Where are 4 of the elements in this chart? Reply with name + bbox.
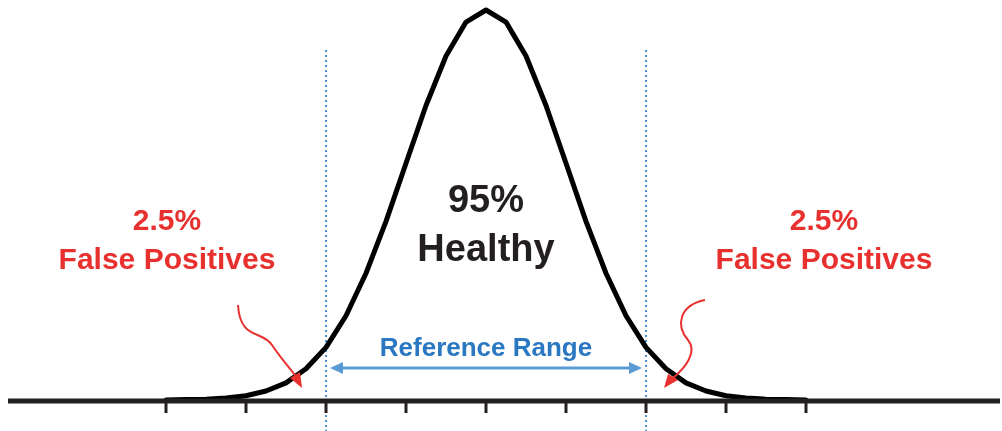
annotation: 95% Healthy	[417, 178, 555, 270]
annotation: 2.5% False Positives	[715, 203, 933, 275]
annotation: 2.5% False Positives	[58, 203, 276, 275]
annotation: Reference Range	[379, 332, 593, 362]
